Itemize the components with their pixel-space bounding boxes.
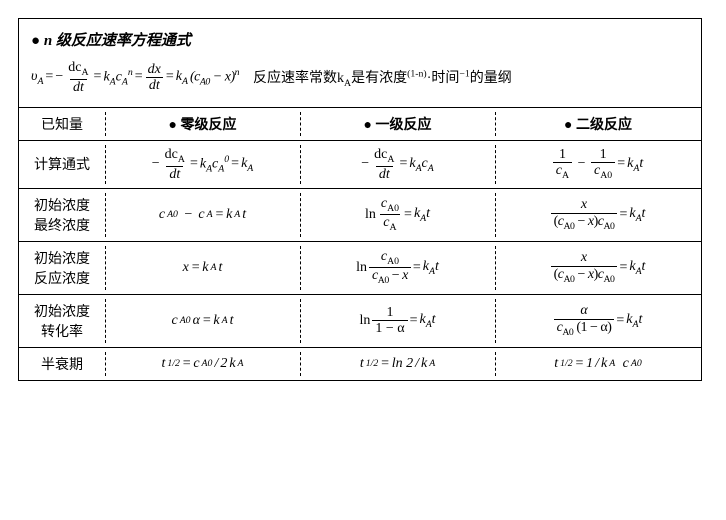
row-conversion: 初始浓度转化率 cA0α = kAt ln 1 1 − α = kAt (19, 294, 701, 347)
table-header-row: 已知量 ● 零级反应 ● 一级反应 ● 二级反应 (19, 108, 701, 141)
cell: x = kAt (105, 241, 300, 294)
row-label: 计算通式 (19, 140, 105, 188)
row-label: 初始浓度最终浓度 (19, 188, 105, 241)
cell: t1/2 = 1/kA cA0 (495, 347, 701, 380)
section-title: ● n 级反应速率方程通式 (31, 29, 689, 50)
cell: − dcAdt = kAcA0 = kA (105, 140, 300, 188)
cell: − dcAdt = kAcA (300, 140, 495, 188)
row-final-conc: 初始浓度最终浓度 cA0 − cA = kAt ln cA0 cA (19, 188, 701, 241)
col-first: ● 一级反应 (300, 108, 495, 141)
cell: t1/2 = cA0/2kA (105, 347, 300, 380)
table-frame: ● n 级反应速率方程通式 υA = − dcA dt = kAcAn = dx… (18, 18, 702, 381)
cell: cA0α = kAt (105, 294, 300, 347)
title-text: n 级反应速率方程通式 (40, 33, 191, 49)
header-section: ● n 级反应速率方程通式 υA = − dcA dt = kAcAn = dx… (19, 19, 701, 108)
cell: ln cA0 cA0 − x = kAt (300, 241, 495, 294)
reaction-table: 已知量 ● 零级反应 ● 一级反应 ● 二级反应 计算通式 − dcAdt = … (19, 108, 701, 380)
bullet-icon: ● (31, 32, 40, 49)
cell: 1cA − 1cA0 = kAt (495, 140, 701, 188)
cell: x (cA0 − x)cA0 = kAt (495, 188, 701, 241)
row-halflife: 半衰期 t1/2 = cA0/2kA t1/2 = ln 2/kA t1/2 =… (19, 347, 701, 380)
col-known: 已知量 (19, 108, 105, 141)
row-label: 初始浓度反应浓度 (19, 241, 105, 294)
row-label: 半衰期 (19, 347, 105, 380)
row-reacted-conc: 初始浓度反应浓度 x = kAt ln cA0 cA0 − x = kAt (19, 241, 701, 294)
cell: cA0 − cA = kAt (105, 188, 300, 241)
row-label: 初始浓度转化率 (19, 294, 105, 347)
cell: x (cA0 − x)cA0 = kAt (495, 241, 701, 294)
cell: ln cA0 cA = kAt (300, 188, 495, 241)
general-equation: υA = − dcA dt = kAcAn = dx dt = kA (cA0 … (31, 60, 689, 95)
cell: ln 1 1 − α = kAt (300, 294, 495, 347)
dimension-note: 反应速率常数kA是有浓度(1-n)·时间−1的量纲 (253, 67, 512, 89)
row-formula: 计算通式 − dcAdt = kAcA0 = kA − dcAdt = kAcA (19, 140, 701, 188)
cell: α cA0 (1 − α) = kAt (495, 294, 701, 347)
cell: t1/2 = ln 2/kA (300, 347, 495, 380)
col-second: ● 二级反应 (495, 108, 701, 141)
col-zero: ● 零级反应 (105, 108, 300, 141)
